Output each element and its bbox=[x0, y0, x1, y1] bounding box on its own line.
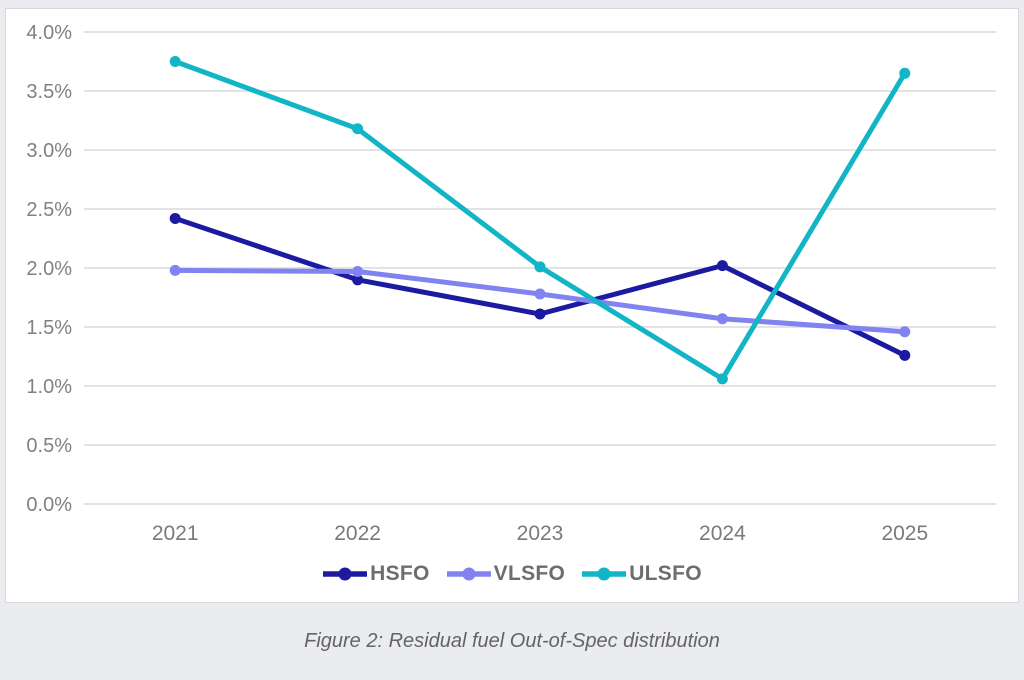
x-axis-label: 2023 bbox=[517, 522, 564, 545]
y-axis-tick-label: 3.5% bbox=[26, 81, 72, 103]
legend-marker-ulsfo bbox=[582, 567, 627, 581]
y-axis-tick-label: 2.0% bbox=[26, 258, 72, 280]
legend-label-ulsfo: ULSFO bbox=[629, 562, 702, 585]
figure-caption: Figure 2: Residual fuel Out-of-Spec dist… bbox=[304, 630, 720, 652]
data-point-vlsfo-2024 bbox=[716, 313, 728, 325]
data-point-hsfo-2023 bbox=[534, 308, 546, 320]
data-point-vlsfo-2025 bbox=[899, 326, 911, 338]
y-axis-tick-label: 0.0% bbox=[26, 494, 72, 516]
y-axis-tick-label: 1.0% bbox=[26, 376, 72, 398]
x-axis-label: 2025 bbox=[881, 522, 928, 545]
x-axis-label: 2024 bbox=[699, 522, 746, 545]
y-axis-tick-label: 1.5% bbox=[26, 317, 72, 339]
legend-item-hsfo: HSFO bbox=[322, 562, 430, 586]
data-point-ulsfo-2023 bbox=[534, 261, 546, 273]
legend-item-vlsfo: VLSFO bbox=[446, 562, 566, 586]
legend-item-ulsfo: ULSFO bbox=[581, 562, 702, 586]
y-axis-tick-label: 3.0% bbox=[26, 140, 72, 162]
legend-marker-vlsfo bbox=[446, 567, 491, 581]
data-point-hsfo-2022 bbox=[352, 274, 364, 286]
y-axis-tick-label: 4.0% bbox=[26, 22, 72, 44]
data-point-vlsfo-2021 bbox=[169, 264, 181, 276]
data-point-ulsfo-2021 bbox=[169, 56, 181, 67]
chart-legend: HSFO VLSFO ULSFO bbox=[6, 559, 1018, 589]
legend-label-hsfo: HSFO bbox=[370, 562, 430, 585]
series-line-ulsfo bbox=[174, 59, 907, 382]
data-point-hsfo-2021 bbox=[169, 212, 181, 224]
y-axis-tick-label: 2.5% bbox=[26, 199, 72, 221]
x-axis-label: 2021 bbox=[152, 522, 199, 545]
legend-marker-hsfo bbox=[323, 567, 368, 581]
x-axis-label: 2022 bbox=[334, 522, 381, 545]
data-point-vlsfo-2023 bbox=[534, 288, 546, 300]
data-point-ulsfo-2024 bbox=[716, 373, 728, 385]
data-point-vlsfo-2022 bbox=[352, 266, 364, 278]
chart-panel: 0.0% 0.5% 1.0% 1.5% 2.0% 2.5% 3.0% 3.5% 4.0% 2021… bbox=[5, 8, 1019, 603]
legend-label-vlsfo: VLSFO bbox=[493, 562, 566, 585]
data-point-hsfo-2024 bbox=[716, 260, 728, 272]
line-chart: 0.0% 0.5% 1.0% 1.5% 2.0% 2.5% 3.0% 3.5% 4.0% 2021… bbox=[26, 22, 996, 545]
data-point-hsfo-2025 bbox=[899, 349, 911, 361]
y-axis-tick-label: 0.5% bbox=[26, 435, 72, 457]
data-point-ulsfo-2022 bbox=[352, 123, 364, 135]
series-line-hsfo bbox=[174, 216, 906, 358]
data-point-ulsfo-2025 bbox=[899, 67, 911, 79]
